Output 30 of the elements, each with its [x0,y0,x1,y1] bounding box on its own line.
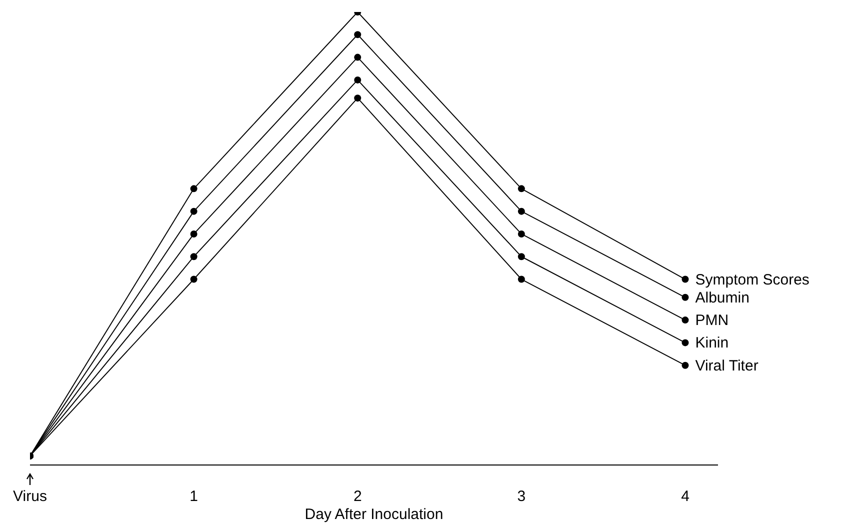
point [190,208,198,215]
point [518,230,525,238]
x-tick-label: Virus [13,488,47,505]
point [518,185,525,192]
point [354,94,362,102]
point [190,253,198,260]
point [682,276,689,283]
point [518,276,525,283]
point [190,230,198,238]
x-tick-label: 2 [353,488,362,505]
x-tick-label: 3 [517,488,526,505]
series-label: PMN [695,312,729,330]
point [518,208,525,215]
point [190,276,198,283]
point [682,362,689,369]
series-label: Viral Titer [695,357,758,374]
point [682,294,689,301]
point [354,76,362,84]
point [190,185,198,192]
x-tick-label: 1 [190,488,198,505]
point [518,253,525,260]
point [682,316,689,324]
point [682,339,689,346]
point [354,54,362,61]
series-label: Kinin [695,334,729,352]
series-label: Albumin [695,289,750,306]
point [354,31,362,38]
x-tick-label: 4 [681,488,690,505]
series-label: Symptom Scores [695,271,810,288]
x-axis-title: Day After Inoculation [304,506,444,523]
